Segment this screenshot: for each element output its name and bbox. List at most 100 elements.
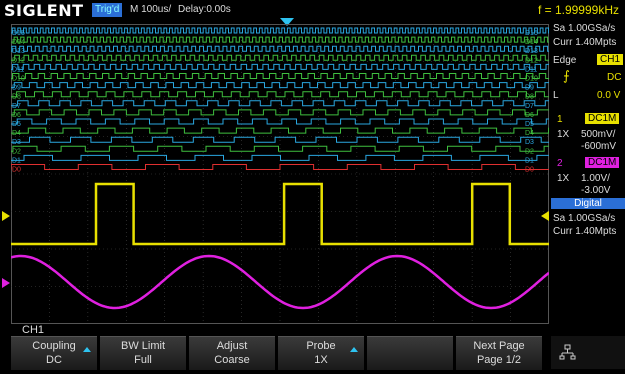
probe-softkey[interactable]: Probe 1X bbox=[278, 336, 364, 370]
digital-trace-d8 bbox=[11, 91, 549, 98]
frequency-readout: f = 1.99999kHz bbox=[537, 3, 619, 17]
digital-trace-d11 bbox=[11, 63, 549, 70]
trigger-coupling: DC bbox=[607, 72, 622, 83]
digital-label-left-d6: D6 bbox=[12, 112, 21, 119]
digital-label-right-d7: D7 bbox=[525, 103, 534, 110]
digital-trace-d0 bbox=[11, 164, 549, 170]
digital-label-left-d0: D0 bbox=[12, 167, 21, 174]
digital-trace-d15 bbox=[11, 27, 549, 34]
digital-label-right-d5: D5 bbox=[525, 121, 534, 128]
graticule-grid bbox=[11, 24, 549, 324]
next-page-softkey[interactable]: Next Page Page 1/2 bbox=[456, 336, 542, 370]
digital-trace-d13 bbox=[11, 45, 549, 52]
ch1-offset-marker[interactable] bbox=[2, 211, 10, 221]
digital-trace-d7 bbox=[11, 100, 549, 107]
digital-label-right-d2: D2 bbox=[525, 148, 534, 155]
ch1-probe: 1X bbox=[557, 129, 570, 140]
digital-label-left-d13: D13 bbox=[12, 48, 25, 55]
analog-traces bbox=[11, 182, 549, 310]
probe-cycle-icon bbox=[350, 347, 358, 352]
digital-label-left-d1: D1 bbox=[12, 157, 21, 164]
digital-label-left-d12: D12 bbox=[12, 57, 25, 64]
memory-depth: Curr 1.40Mpts bbox=[553, 37, 617, 48]
digital-trace-d12 bbox=[11, 54, 549, 61]
trigger-level: 0.0 V bbox=[597, 90, 621, 101]
digital-label-left-d5: D5 bbox=[12, 121, 21, 128]
digital-badge[interactable]: Digital bbox=[551, 198, 625, 209]
digital-trace-d4 bbox=[11, 127, 549, 134]
digital-label-left-d3: D3 bbox=[12, 139, 21, 146]
sample-rate: Sa 1.00GSa/s bbox=[553, 23, 616, 34]
digital-trace-d3 bbox=[11, 136, 549, 143]
trigger-status-badge: Trig'd bbox=[92, 3, 123, 17]
top-status-bar: SIGLENT Trig'd M 100us/ Delay:0.00s f = … bbox=[0, 0, 625, 20]
ch2-probe: 1X bbox=[557, 173, 570, 184]
trigger-type[interactable]: Edge bbox=[553, 55, 577, 66]
digital-label-right-d10: D10 bbox=[525, 76, 538, 83]
empty-softkey[interactable] bbox=[367, 336, 453, 370]
coupling-softkey[interactable]: Coupling DC bbox=[11, 336, 97, 370]
timebase-readout[interactable]: M 100us/ bbox=[130, 4, 172, 15]
digital-trace-d2 bbox=[11, 145, 549, 152]
digital-label-right-d14: D14 bbox=[525, 39, 538, 46]
digital-label-left-d11: D11 bbox=[12, 66, 24, 73]
trigger-level-label: L bbox=[553, 90, 559, 101]
digital-label-left-d8: D8 bbox=[12, 94, 21, 101]
ch1-scale: 500mV/ bbox=[581, 129, 616, 140]
softkey-menu: CH1 Coupling DC BW Limit Full Adjust Coa… bbox=[0, 324, 625, 370]
digital-trace-d6 bbox=[11, 109, 549, 116]
digital-label-right-d12: D12 bbox=[525, 57, 538, 64]
digital-label-right-d8: D8 bbox=[525, 94, 534, 101]
trigger-level-marker[interactable] bbox=[541, 211, 549, 221]
adjust-value: Coarse bbox=[214, 354, 250, 366]
info-sidebar: Sa 1.00GSa/s Curr 1.40Mpts Edge CH1 ⨍ DC… bbox=[551, 22, 625, 322]
coupling-label: Coupling bbox=[32, 340, 76, 352]
trigger-source-badge[interactable]: CH1 bbox=[597, 54, 624, 65]
adjust-label: Adjust bbox=[216, 340, 248, 352]
digital-trace-d9 bbox=[11, 82, 549, 89]
digital-memory-depth: Curr 1.40Mpts bbox=[553, 226, 617, 237]
ch1-coupling-badge[interactable]: DC1M bbox=[585, 113, 620, 124]
next-page-label: Next Page bbox=[473, 340, 525, 352]
digital-label-left-d9: D9 bbox=[12, 85, 21, 92]
digital-label-right-d4: D4 bbox=[525, 130, 534, 137]
digital-label-left-d14: D14 bbox=[12, 39, 25, 46]
trigger-position-marker[interactable] bbox=[280, 18, 294, 26]
ch1-square-wave bbox=[11, 182, 549, 246]
network-status bbox=[551, 336, 625, 369]
digital-label-left-d4: D4 bbox=[12, 130, 21, 137]
probe-label: Probe bbox=[306, 340, 336, 352]
probe-value: 1X bbox=[314, 354, 328, 366]
network-icon bbox=[559, 344, 576, 360]
ch2-coupling-badge[interactable]: DC1M bbox=[585, 157, 620, 168]
ch1-number: 1 bbox=[557, 114, 563, 125]
digital-label-right-d9: D9 bbox=[525, 85, 534, 92]
digital-trace-d1 bbox=[11, 154, 549, 161]
bw-limit-value: Full bbox=[134, 354, 152, 366]
digital-label-right-d15: D15 bbox=[525, 30, 538, 37]
ch2-number: 2 bbox=[557, 158, 563, 169]
digital-trace-d5 bbox=[11, 118, 549, 125]
menu-channel-label: CH1 bbox=[22, 324, 45, 336]
digital-channel-traces: D15 D15 D14 D14 D13 D13 D12 D12 D11 D11 D10 D10 D9 D9… bbox=[11, 27, 549, 174]
bw-limit-softkey[interactable]: BW Limit Full bbox=[100, 336, 186, 370]
digital-label-right-d1: D1 bbox=[525, 157, 534, 164]
digital-trace-d14 bbox=[11, 36, 549, 43]
adjust-softkey[interactable]: Adjust Coarse bbox=[189, 336, 275, 370]
digital-label-right-d6: D6 bbox=[525, 112, 534, 119]
digital-label-right-d0: D0 bbox=[525, 167, 534, 174]
digital-label-right-d13: D13 bbox=[525, 48, 538, 55]
delay-readout[interactable]: Delay:0.00s bbox=[178, 4, 231, 15]
next-page-value: Page 1/2 bbox=[476, 354, 522, 366]
digital-label-left-d7: D7 bbox=[12, 103, 21, 110]
digital-sample-rate: Sa 1.00GSa/s bbox=[553, 213, 616, 224]
digital-trace-d10 bbox=[11, 73, 549, 79]
digital-label-right-d3: D3 bbox=[525, 139, 534, 146]
bw-limit-label: BW Limit bbox=[121, 340, 165, 352]
digital-label-left-d10: D10 bbox=[12, 76, 25, 83]
waveform-display[interactable]: D15 D15 D14 D14 D13 D13 D12 D12 D11 D11 D10 D10 D9 D9… bbox=[11, 24, 549, 324]
ch2-sine-wave bbox=[11, 254, 549, 310]
ch2-offset: -3.00V bbox=[581, 185, 611, 196]
ch2-scale: 1.00V/ bbox=[581, 173, 610, 184]
ch2-offset-marker[interactable] bbox=[2, 278, 10, 288]
